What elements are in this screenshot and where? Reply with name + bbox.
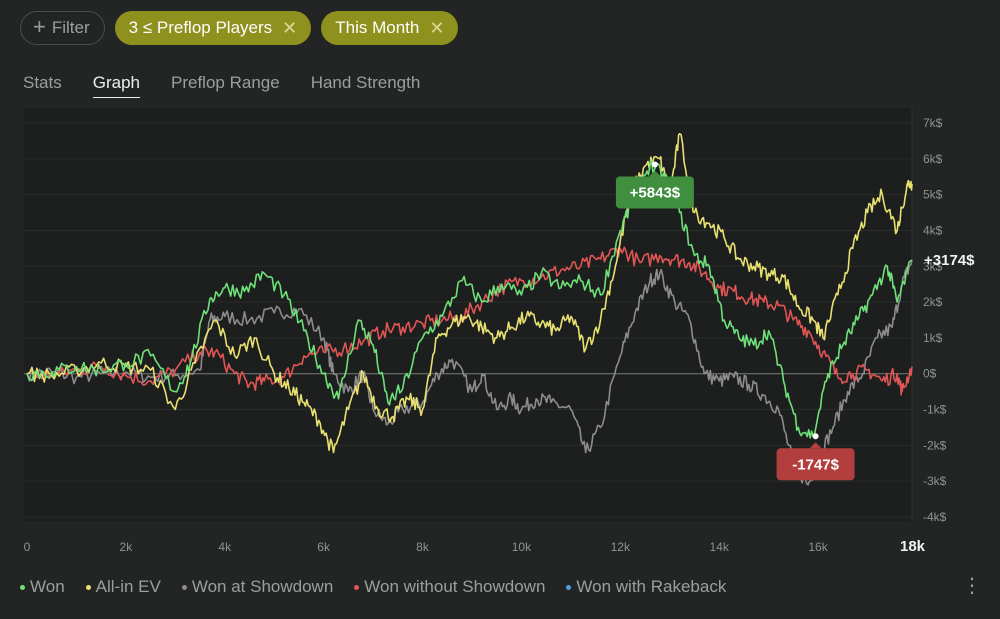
y-tick-label: 1k$ (923, 331, 943, 345)
legend-label: Won at Showdown (191, 577, 334, 596)
chart-legend: Won All-in EV Won at Showdown Won withou… (20, 577, 747, 597)
legend-dot (181, 584, 187, 590)
y-tick-label: -4k$ (923, 510, 947, 524)
legend-item-won[interactable]: Won (20, 577, 65, 597)
tab-bar: Stats Graph Preflop Range Hand Strength (23, 73, 451, 98)
y-tick-label: -3k$ (923, 474, 947, 488)
y-tick-label: 5k$ (923, 188, 943, 202)
filter-bar: + Filter 3 ≤ Preflop Players ✕ This Mont… (20, 11, 459, 45)
filter-chip-this-month[interactable]: This Month ✕ (321, 11, 459, 45)
x-tick-label: 18k (900, 538, 926, 555)
legend-label: Won without Showdown (364, 577, 546, 596)
x-tick-label: 10k (512, 540, 532, 554)
legend-label: Won with Rakeback (576, 577, 727, 596)
y-tick-label: 0$ (923, 367, 937, 381)
legend-item-won-at-showdown[interactable]: Won at Showdown (181, 577, 334, 597)
tab-graph[interactable]: Graph (92, 73, 140, 98)
annotation-badge (776, 448, 855, 481)
y-tick-label: 7k$ (923, 116, 943, 130)
filter-chip-label: This Month (335, 18, 420, 37)
tab-hand-strength[interactable]: Hand Strength (310, 73, 421, 92)
plus-icon: + (33, 14, 46, 39)
add-filter-label: Filter (51, 18, 90, 37)
add-filter-button[interactable]: + Filter (20, 11, 105, 45)
series-line-won (26, 159, 913, 439)
annotation-pointer (809, 442, 822, 449)
x-tick-label: 0 (24, 540, 31, 554)
more-vertical-icon[interactable]: ⋮ (962, 575, 982, 597)
close-icon[interactable]: ✕ (429, 18, 445, 38)
legend-label: Won (30, 577, 65, 596)
legend-dot (566, 584, 572, 590)
filter-chip-preflop-players[interactable]: 3 ≤ Preflop Players ✕ (114, 11, 312, 45)
legend-item-all-in-ev[interactable]: All-in EV (85, 577, 161, 597)
annotation-pointer (648, 170, 661, 177)
x-tick-label: 14k (709, 540, 729, 554)
y-tick-label: -1k$ (923, 403, 947, 417)
series-line-all-in-ev (26, 132, 913, 454)
x-tick-label: 4k (218, 540, 232, 554)
legend-dot (354, 584, 360, 590)
y-tick-label: -2k$ (923, 438, 947, 452)
tab-preflop-range[interactable]: Preflop Range (171, 73, 280, 92)
y-tick-label: 3k$ (923, 259, 943, 273)
filter-chip-label: 3 ≤ Preflop Players (128, 18, 273, 37)
annotation-point (651, 161, 658, 168)
close-icon[interactable]: ✕ (282, 18, 298, 38)
legend-dot (85, 584, 91, 590)
x-tick-label: 16k (808, 540, 828, 554)
series-line-won-without-showdown (26, 246, 913, 396)
x-tick-label: 2k (120, 540, 134, 554)
legend-dot (20, 584, 25, 590)
last-value-label: +3174$ (924, 252, 975, 269)
x-tick-label: 8k (416, 540, 430, 554)
annotation-label: -1747$ (792, 456, 839, 473)
annotation-badge (615, 176, 694, 209)
annotation-label: +5843$ (630, 184, 681, 201)
tab-stats[interactable]: Stats (23, 73, 62, 92)
legend-item-won-without-showdown[interactable]: Won without Showdown (354, 577, 545, 597)
y-tick-label: 6k$ (923, 152, 943, 166)
x-tick-label: 6k (317, 540, 331, 554)
annotation-point (812, 433, 819, 440)
legend-item-won-with-rakeback[interactable]: Won with Rakeback (566, 577, 726, 597)
y-tick-label: 4k$ (923, 223, 943, 237)
legend-label: All-in EV (95, 577, 161, 596)
x-tick-label: 12k (611, 540, 631, 554)
y-tick-label: 2k$ (923, 295, 943, 309)
